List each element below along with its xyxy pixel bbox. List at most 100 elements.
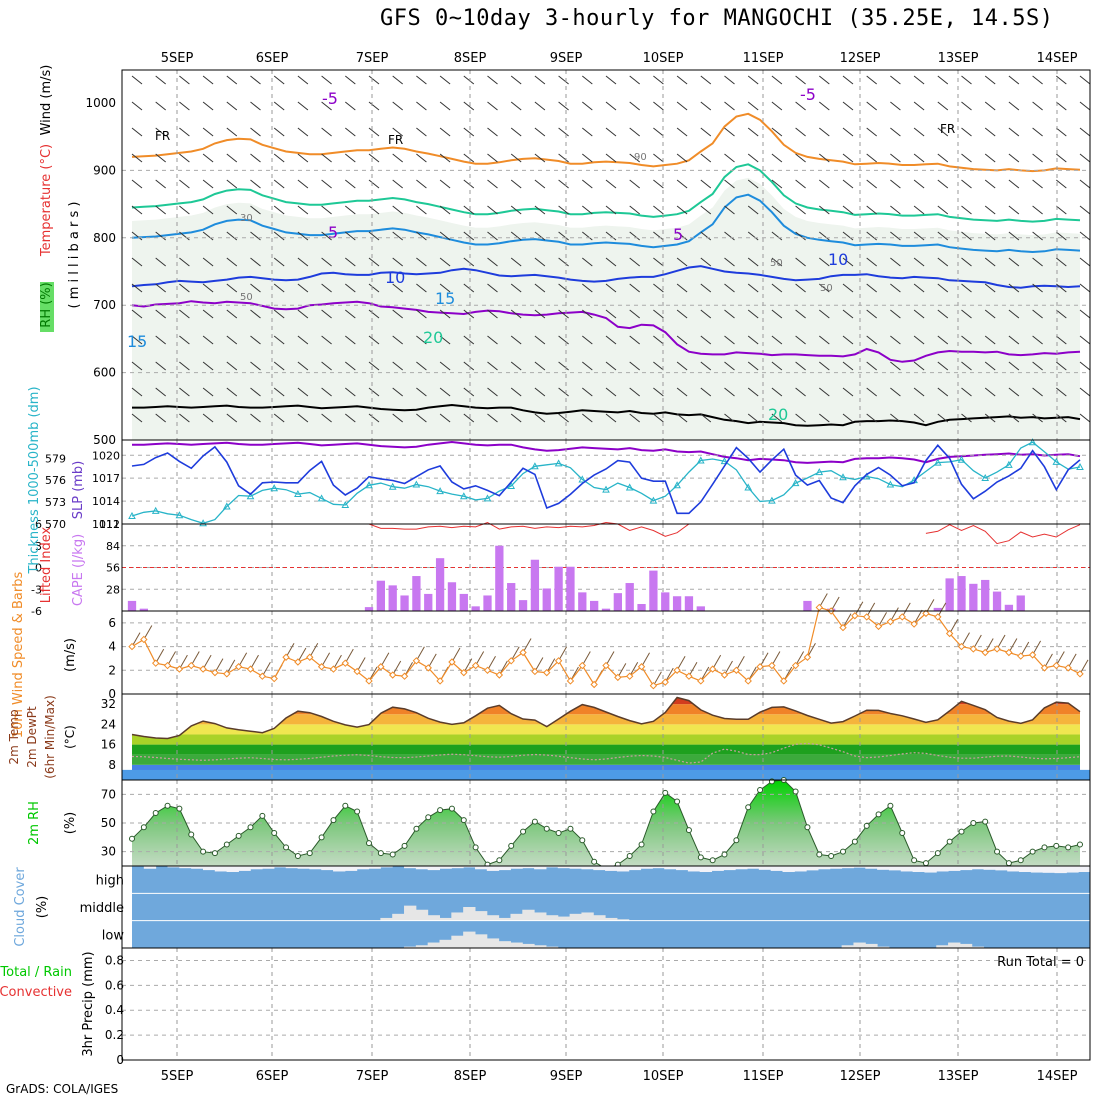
wind-barb (1079, 231, 1091, 241)
rh-point (1005, 860, 1012, 867)
wind-speed-point (1064, 664, 1072, 672)
thickness-point (222, 502, 231, 510)
wind-barb (937, 283, 949, 293)
wind-barb (653, 335, 664, 345)
wind-barb (913, 387, 925, 397)
wind-barb (463, 309, 475, 319)
wind-barb (961, 127, 972, 137)
cloud-cell (865, 943, 878, 948)
wind-speed-point (934, 613, 942, 621)
wind-speed-label: 10m Wind Speed & Barbs (11, 572, 26, 739)
wind-barb (747, 101, 759, 111)
rh-point (674, 798, 681, 805)
wind-barb (1079, 127, 1091, 137)
wind-barb (747, 153, 759, 163)
wind-barb (676, 335, 688, 345)
isotherm-label: 10 (385, 268, 405, 287)
rh-tick: 30 (101, 845, 116, 859)
wind-barb (179, 335, 190, 345)
wind-barb (155, 153, 167, 163)
rh-point (366, 840, 372, 847)
wind-barb (890, 387, 901, 397)
wind-barb (724, 127, 735, 137)
wind-speed-point (199, 665, 207, 673)
wind-barb (795, 127, 806, 137)
cloud-cell (877, 866, 890, 870)
wind-barb (155, 361, 167, 371)
cloud-cell (1019, 866, 1032, 873)
pressure-tick: 600 (93, 366, 116, 380)
wind-barb (795, 257, 806, 267)
wind-barb (629, 101, 641, 111)
wind-barb (913, 361, 925, 371)
wind-barb (937, 361, 949, 371)
precip-convective-label: Convective (0, 985, 72, 1000)
thickness-point (981, 473, 990, 481)
cape-tick: 84 (106, 540, 120, 553)
precip-tick: 0.8 (105, 953, 124, 967)
cloud-cell (226, 866, 239, 873)
wind-barb (818, 231, 830, 241)
wind-barb (937, 205, 949, 215)
wind-barb (605, 283, 617, 293)
isotherm-label: -5 (800, 85, 816, 104)
wind-speed-point (839, 623, 847, 632)
cloud-cell (593, 915, 606, 921)
wind-barb (984, 335, 996, 345)
cape-bar (957, 576, 966, 611)
wind-barb (842, 101, 854, 111)
wind-barb (321, 205, 332, 215)
wind-barb (700, 205, 712, 215)
wind-barb (179, 179, 190, 189)
wind-barb (771, 361, 783, 371)
wind-barb (368, 257, 380, 267)
wind-barb (890, 205, 901, 215)
wind-barb (866, 335, 878, 345)
pressure-tick: 700 (93, 298, 116, 312)
rh-point (200, 848, 207, 855)
rh-point (342, 802, 349, 809)
chart-title: GFS 0~10day 3-hourly for MANGOCHI (35.25… (380, 6, 1054, 31)
wind-barb (392, 231, 404, 241)
wind-barb (179, 309, 190, 319)
minmax-label: (6hr Min/Max) (43, 695, 57, 779)
wind-barb (629, 127, 641, 137)
cloud-cell (545, 866, 559, 868)
thickness-point (768, 496, 776, 504)
wind-speed-point (614, 673, 622, 682)
rh-point (472, 844, 479, 851)
cloud-cell (498, 941, 511, 948)
wind-barb (439, 153, 451, 163)
cloud-cell (1066, 866, 1079, 873)
wind-barb (724, 283, 735, 293)
wind-barb (913, 283, 925, 293)
cape-bar (518, 600, 528, 611)
cape-tick: 112 (99, 518, 120, 531)
wind-barb (463, 75, 475, 85)
wind-barb (439, 413, 451, 423)
wind-barb (913, 257, 925, 267)
wind-barb (866, 309, 878, 319)
rh-point (437, 807, 444, 814)
wind-speed-point (460, 668, 468, 677)
rh-point (496, 857, 503, 864)
wind-barb (700, 127, 712, 137)
wind-barb (250, 361, 261, 371)
wind-barb (202, 127, 214, 137)
cloud-cell (498, 866, 511, 871)
cape-bar (945, 578, 954, 611)
cloud-cell (534, 945, 547, 948)
wind-barb (439, 361, 451, 371)
wind-barb (510, 205, 522, 215)
rh-point (283, 844, 290, 851)
cloud-cell (333, 866, 346, 872)
wind-barb (179, 387, 190, 397)
wind-barb (273, 361, 285, 371)
cloud-cell (853, 866, 866, 868)
cloud-cell (652, 866, 665, 869)
rh-point (638, 841, 645, 848)
wind-barb (1008, 257, 1020, 267)
rh-point (650, 808, 657, 815)
wind-barb (676, 127, 688, 137)
wind-barb (226, 205, 238, 215)
